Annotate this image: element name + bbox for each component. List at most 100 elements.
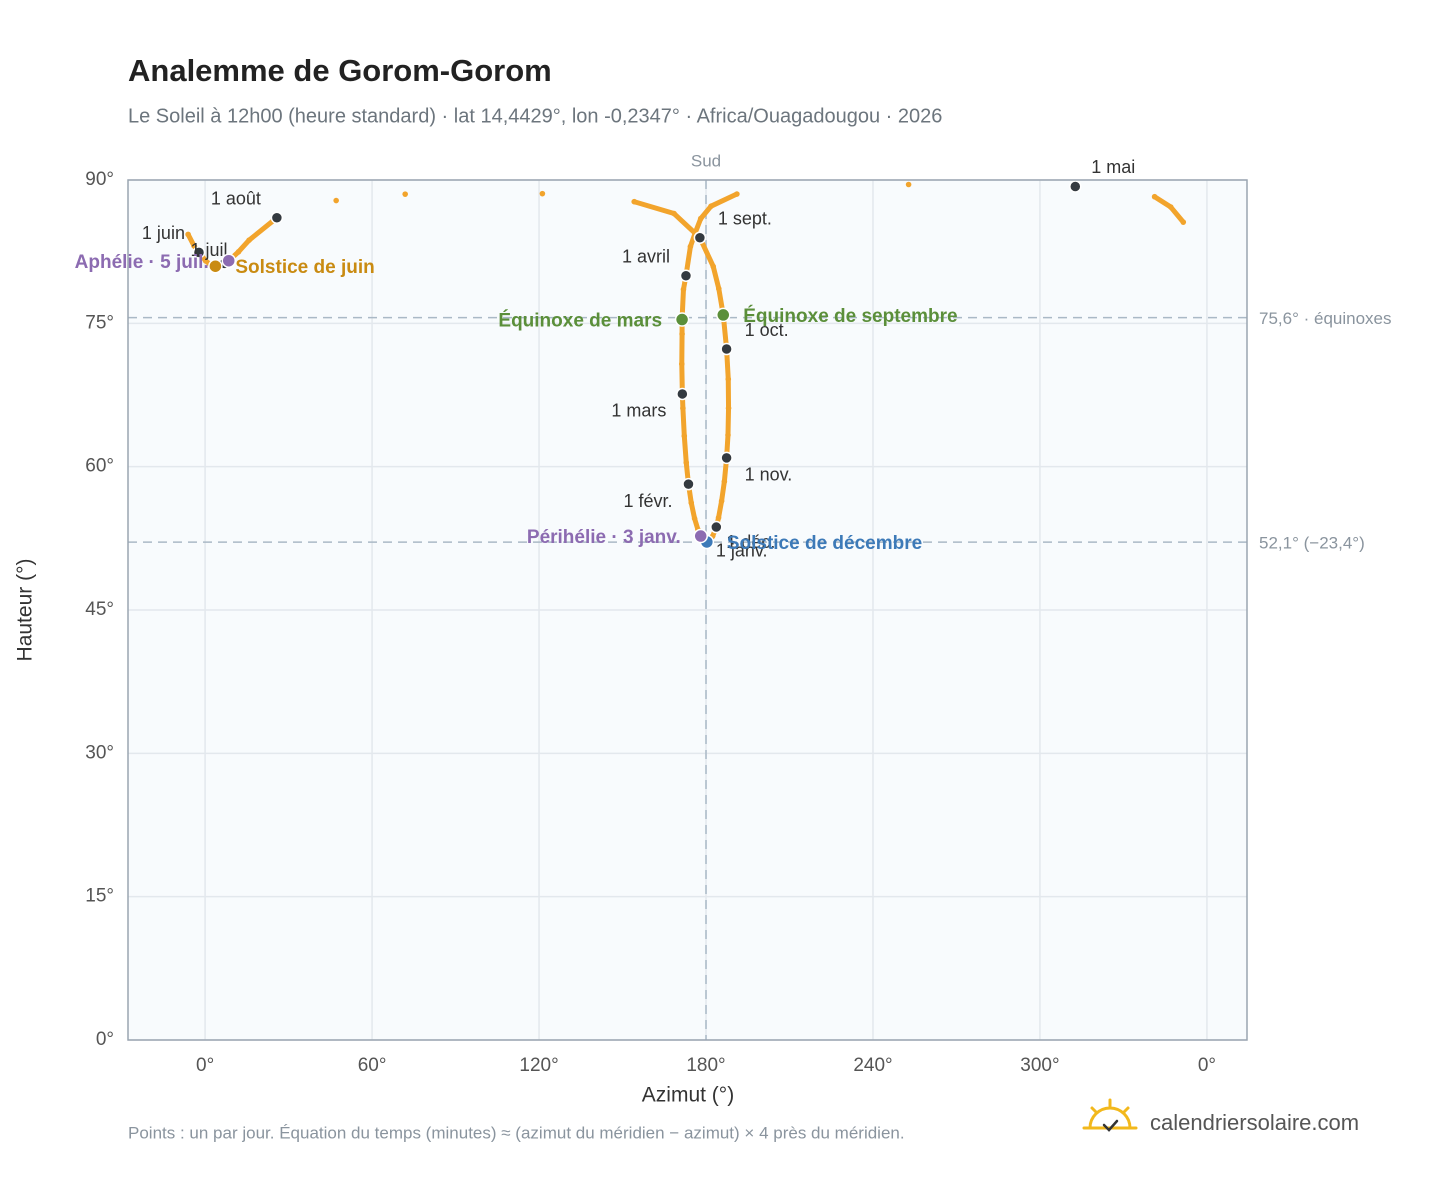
brand-icon xyxy=(1082,1098,1138,1132)
event-marker xyxy=(676,387,689,401)
event-label: 1 mai xyxy=(1091,157,1135,177)
chart-title: Analemme de Gorom-Gorom xyxy=(128,53,552,88)
event-marker xyxy=(270,211,284,224)
analemma-segment xyxy=(710,263,722,292)
event-label: 1 nov. xyxy=(745,465,793,485)
analemma-point xyxy=(333,197,339,204)
x-tick-label: 180° xyxy=(686,1055,725,1076)
y-axis-label: Hauteur (°) xyxy=(14,559,37,662)
y-tick-label: 45° xyxy=(85,599,114,620)
meridian-label: Sud xyxy=(691,151,721,170)
analemma-point xyxy=(678,361,685,367)
reference-label: 75,6° · équinoxes xyxy=(1259,309,1392,328)
plot-border xyxy=(127,179,1248,1041)
x-tick-label: 120° xyxy=(519,1055,558,1076)
analemma-point xyxy=(725,405,732,411)
brand: calendriersolaire.com xyxy=(1150,1110,1359,1135)
analemma-point xyxy=(905,181,912,188)
x-tick-label: 300° xyxy=(1020,1055,1059,1076)
event-marker xyxy=(716,307,731,323)
analemma-point xyxy=(680,286,687,293)
analemma-segment xyxy=(725,405,732,438)
analemma-point xyxy=(721,478,728,485)
analemma-segment xyxy=(1168,204,1186,225)
analemma-segment xyxy=(719,478,727,504)
analemma-segment xyxy=(681,433,689,466)
analemma-point xyxy=(681,433,688,439)
x-tick-label: 60° xyxy=(358,1055,387,1076)
analemma-point xyxy=(725,376,732,382)
analemma-point xyxy=(191,242,197,249)
event-label: 1 juil. xyxy=(191,240,233,260)
y-tick-label: 60° xyxy=(85,456,114,477)
event-marker xyxy=(221,253,236,268)
event-label: 1 déc. xyxy=(726,532,775,552)
analemma-point xyxy=(734,191,740,197)
analemma-segment xyxy=(1152,194,1174,210)
event-marker xyxy=(674,312,690,327)
reference-label: 52,1° (−23,4°) xyxy=(1259,534,1365,553)
event-label: 1 juin xyxy=(142,223,185,243)
event-marker xyxy=(192,246,206,259)
analemma-point xyxy=(679,331,685,337)
y-tick-label: 30° xyxy=(85,742,114,763)
analemma-point xyxy=(688,499,695,506)
x-tick-label: 0° xyxy=(196,1055,214,1076)
analemma-segment xyxy=(716,498,725,521)
footnote: Points : un par jour. Équation du temps … xyxy=(128,1123,905,1142)
analemma-point xyxy=(680,405,686,412)
event-label: Périhélie · 3 janv. xyxy=(527,527,681,548)
event-marker xyxy=(693,231,707,244)
x-tick-label: 0° xyxy=(1198,1055,1216,1076)
analemma-point xyxy=(716,285,722,292)
event-marker xyxy=(682,477,695,491)
analemma-segment xyxy=(631,199,677,217)
event-marker xyxy=(208,258,223,274)
analemma-point xyxy=(715,514,722,521)
analemma-point xyxy=(235,249,242,255)
y-tick-label: 90° xyxy=(85,169,114,190)
analemma-point xyxy=(718,498,725,504)
analemma-point xyxy=(539,190,546,197)
analemma-point xyxy=(1167,204,1174,210)
analemma-point xyxy=(402,191,408,197)
event-label: 1 févr. xyxy=(623,491,672,511)
event-marker xyxy=(710,520,723,534)
event-label: 1 janv. xyxy=(716,541,768,561)
analemma-point xyxy=(202,258,209,264)
chart-subtitle: Le Soleil à 12h00 (heure standard) · lat… xyxy=(128,105,942,127)
event-label: 1 août xyxy=(211,188,261,208)
analemma-point xyxy=(683,459,690,466)
x-axis-label: Azimut (°) xyxy=(642,1084,734,1107)
analemma-point xyxy=(725,432,731,438)
event-marker xyxy=(1069,180,1082,193)
x-tick-label: 240° xyxy=(853,1055,892,1076)
analemma-segment xyxy=(680,405,687,439)
analemma-point xyxy=(671,210,677,217)
event-label: 1 oct. xyxy=(745,320,789,340)
event-label: Solstice de juin xyxy=(235,257,374,278)
analemma-point xyxy=(687,243,694,250)
analemma-point xyxy=(631,198,638,205)
y-tick-label: 75° xyxy=(85,312,114,333)
event-label: Équinoxe de septembre xyxy=(743,305,957,327)
event-marker xyxy=(693,528,708,544)
analemma-point xyxy=(185,231,191,238)
event-label: 1 avril xyxy=(622,246,670,266)
analemma-point xyxy=(710,263,717,270)
analemma-point xyxy=(691,515,698,522)
event-label: Équinoxe de mars xyxy=(498,310,662,332)
event-marker xyxy=(679,269,693,282)
analemma-point xyxy=(708,203,714,209)
event-marker xyxy=(720,342,733,356)
analemma-point xyxy=(246,237,252,243)
analemma-point xyxy=(1180,219,1187,225)
event-marker xyxy=(720,451,733,465)
event-label: Aphélie · 5 juil. xyxy=(75,252,209,273)
y-tick-label: 0° xyxy=(96,1029,114,1050)
analemma-segment xyxy=(708,191,740,209)
event-label: 1 mars xyxy=(611,401,666,421)
y-tick-label: 15° xyxy=(85,886,114,907)
analemma-point xyxy=(697,215,704,222)
